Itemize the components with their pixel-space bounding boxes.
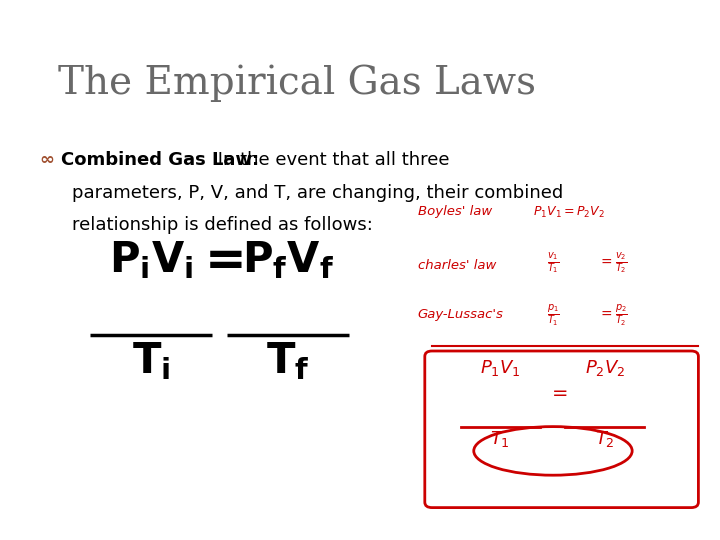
Text: $P_2 V_2$: $P_2 V_2$ [585,358,625,378]
Text: $P_1V_1 = P_2V_2$: $P_1V_1 = P_2V_2$ [533,205,605,220]
Text: $\mathbf{=}$: $\mathbf{=}$ [195,235,244,283]
Text: $T_1$: $T_1$ [490,429,510,449]
Text: parameters, P, V, and T, are changing, their combined: parameters, P, V, and T, are changing, t… [72,184,563,201]
Text: relationship is defined as follows:: relationship is defined as follows: [72,216,373,234]
Text: Combined Gas Law:: Combined Gas Law: [61,151,259,169]
Text: $\mathbf{T_i}$: $\mathbf{T_i}$ [132,340,171,382]
Text: $= \frac{v_2}{T_2}$: $= \frac{v_2}{T_2}$ [598,251,627,276]
Text: $\mathbf{P_iV_i}$: $\mathbf{P_iV_i}$ [109,239,194,281]
Text: $\mathbf{P_fV_f}$: $\mathbf{P_fV_f}$ [242,239,334,281]
Text: $\frac{v_1}{T_1}$: $\frac{v_1}{T_1}$ [547,251,559,276]
Text: In the event that all three: In the event that all three [212,151,450,169]
Text: The Empirical Gas Laws: The Empirical Gas Laws [58,65,536,102]
Text: $\mathbf{T_f}$: $\mathbf{T_f}$ [266,340,310,382]
Text: $=$: $=$ [548,382,568,401]
Text: charles' law: charles' law [418,259,496,272]
Text: $\frac{p_1}{T_1}$: $\frac{p_1}{T_1}$ [547,302,560,328]
Text: $T_2$: $T_2$ [595,429,615,449]
Text: $P_1 V_1$: $P_1 V_1$ [480,358,521,378]
Text: Boyles' law: Boyles' law [418,205,492,218]
Text: ∞: ∞ [40,151,55,169]
Text: $= \frac{p_2}{T_2}$: $= \frac{p_2}{T_2}$ [598,302,627,328]
Text: Gay-Lussac's: Gay-Lussac's [418,308,503,321]
